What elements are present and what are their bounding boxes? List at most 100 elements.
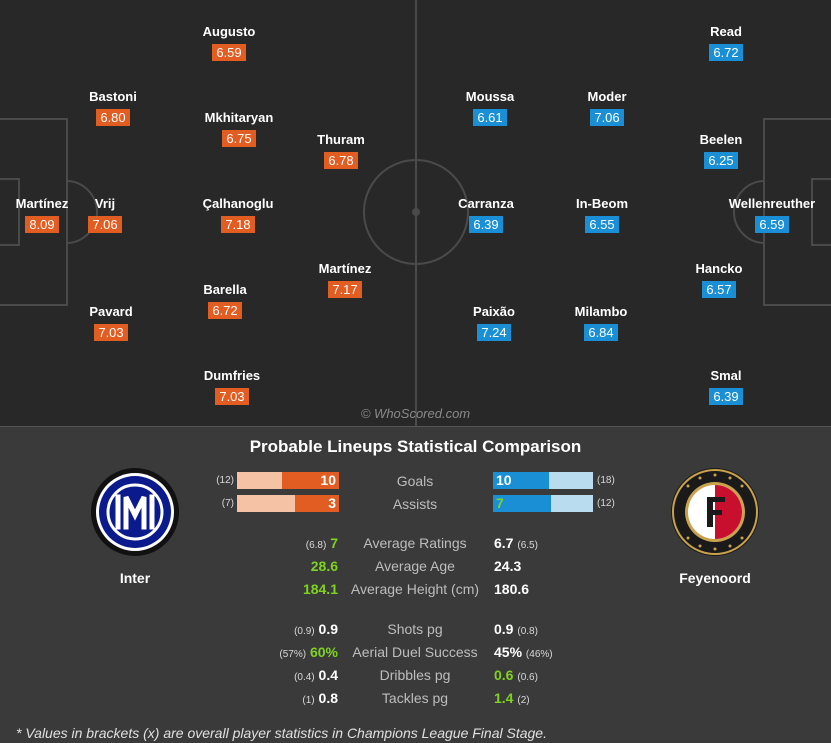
player-rating: 7.18 [221,216,255,233]
away-value: 180.6 [494,581,530,597]
away-bar: 7 [493,495,593,512]
penalty-box-left [0,118,68,306]
player-rating: 6.57 [702,281,736,298]
away-bar-fill [493,495,551,512]
player-rating: 7.17 [328,281,362,298]
player-rating: 6.75 [222,130,256,147]
centre-circle [363,159,469,265]
away-player-beelen[interactable]: Beelen 6.25 [661,131,781,170]
away-bracket: (6.5) [517,540,538,551]
away-player-milambo[interactable]: Milambo 6.84 [541,303,661,342]
away-player-carranza[interactable]: Carranza 6.39 [426,195,546,234]
home-value: 184.1 [302,581,338,597]
player-rating: 7.03 [94,324,128,341]
away-player-in-beom[interactable]: In-Beom 6.55 [542,195,662,234]
home-player-thuram[interactable]: Thuram 6.78 [281,131,401,170]
home-player-mkhitaryan[interactable]: Mkhitaryan 6.75 [179,109,299,148]
home-team[interactable]: Inter [65,467,205,586]
home-player-barella[interactable]: Barella 6.72 [165,281,285,320]
away-stat: 45% (46%) [494,642,553,665]
stat-label: Assists [392,496,438,512]
player-name: Barella [203,282,247,297]
home-player-vrij[interactable]: Vrij 7.06 [45,195,165,234]
home-bar-fill [281,472,339,489]
player-name: Carranza [458,196,514,211]
goal-box-left [0,178,20,246]
away-value: 24.3 [494,558,522,574]
stat-label: Tackles pg [381,690,449,706]
away-value: 0.6 [494,667,514,683]
player-rating: 6.25 [704,152,738,169]
player-rating: 6.78 [324,152,358,169]
stat-label: Average Age [375,558,455,574]
player-name: Smal [710,368,742,383]
away-bracket: (2) [517,695,530,706]
player-name: Thuram [317,132,365,147]
player-name: Dumfries [203,368,261,383]
home-stat: (0.9) 0.9 [294,619,338,642]
player-rating: 6.72 [709,44,743,61]
away-bracket: (18) [597,475,615,486]
away-player-wellenreuther[interactable]: Wellenreuther 6.59 [712,195,831,234]
player-rating: 6.39 [709,388,743,405]
player-name: Mkhitaryan [204,110,274,125]
player-rating: 6.59 [212,44,246,61]
away-bracket: (0.6) [517,672,538,683]
centre-spot [412,208,420,216]
stats-panel: Probable Lineups Statistical Comparison … [0,426,831,743]
away-player-hancko[interactable]: Hancko 6.57 [659,260,779,299]
player-name: Paixão [473,304,515,319]
player-name: Wellenreuther [728,196,816,211]
away-value: 7 [496,495,504,511]
player-rating: 6.61 [473,109,507,126]
player-rating: 8.09 [25,216,59,233]
player-rating: 6.84 [584,324,618,341]
away-value: 1.4 [494,690,514,706]
away-value: 6.7 [494,535,514,551]
inter-crest-icon [91,468,179,556]
player-rating: 6.59 [755,216,789,233]
home-player-martinez-gk[interactable]: Martínez 8.09 [0,195,102,234]
home-value: 28.6 [310,558,338,574]
player-name: Çalhanoglu [202,196,274,211]
home-bar-fill [295,495,339,512]
stat-row-aerial: (57%) 60% Aerial Duel Success 45% (46%) [0,642,831,662]
home-player-bastoni[interactable]: Bastoni 6.80 [53,88,173,127]
stat-row-assists: (7) 3 Assists 7 (12) [0,494,831,514]
feyenoord-crest-icon [671,468,759,556]
home-player-dumfries[interactable]: Dumfries 7.03 [172,367,292,406]
footnote: * Values in brackets (x) are overall pla… [16,725,547,741]
home-bracket: (1) [302,695,315,706]
home-value: 0.8 [318,690,338,706]
stat-label: Dribbles pg [379,667,451,683]
home-player-calhanoglu[interactable]: Çalhanoglu 7.18 [178,195,298,234]
player-name: In-Beom [576,196,628,211]
home-player-pavard[interactable]: Pavard 7.03 [51,303,171,342]
away-player-moussa[interactable]: Moussa 6.61 [430,88,550,127]
player-name: Moussa [465,89,515,104]
away-player-paixao[interactable]: Paixão 7.24 [434,303,554,342]
stat-row-average-age: 28.6 Average Age 24.3 [0,556,831,576]
away-player-read[interactable]: Read 6.72 [666,23,786,62]
stat-row-goals: (12) 10 Goals 10 (18) [0,471,831,491]
home-player-augusto[interactable]: Augusto 6.59 [169,23,289,62]
home-value: 0.4 [318,667,338,683]
home-value: 60% [309,644,338,660]
away-value: 0.9 [494,621,514,637]
player-rating: 7.06 [88,216,122,233]
home-bracket: (0.4) [294,672,315,683]
away-player-smal[interactable]: Smal 6.39 [666,367,786,406]
player-name: Martínez [318,261,372,276]
home-player-martinez-fw[interactable]: Martínez 7.17 [285,260,405,299]
player-rating: 7.03 [215,388,249,405]
home-team-name: Inter [119,570,151,586]
player-name: Beelen [699,132,743,147]
penalty-box-right [763,118,831,306]
home-bracket: (6.8) [305,540,327,551]
away-stat: 0.9 (0.8) [494,619,538,642]
home-bracket: (12) [216,475,234,486]
away-player-moder[interactable]: Moder 7.06 [547,88,667,127]
away-team[interactable]: Feyenoord [645,467,785,586]
away-stat: 180.6 [494,579,529,602]
player-name: Bastoni [89,89,137,104]
